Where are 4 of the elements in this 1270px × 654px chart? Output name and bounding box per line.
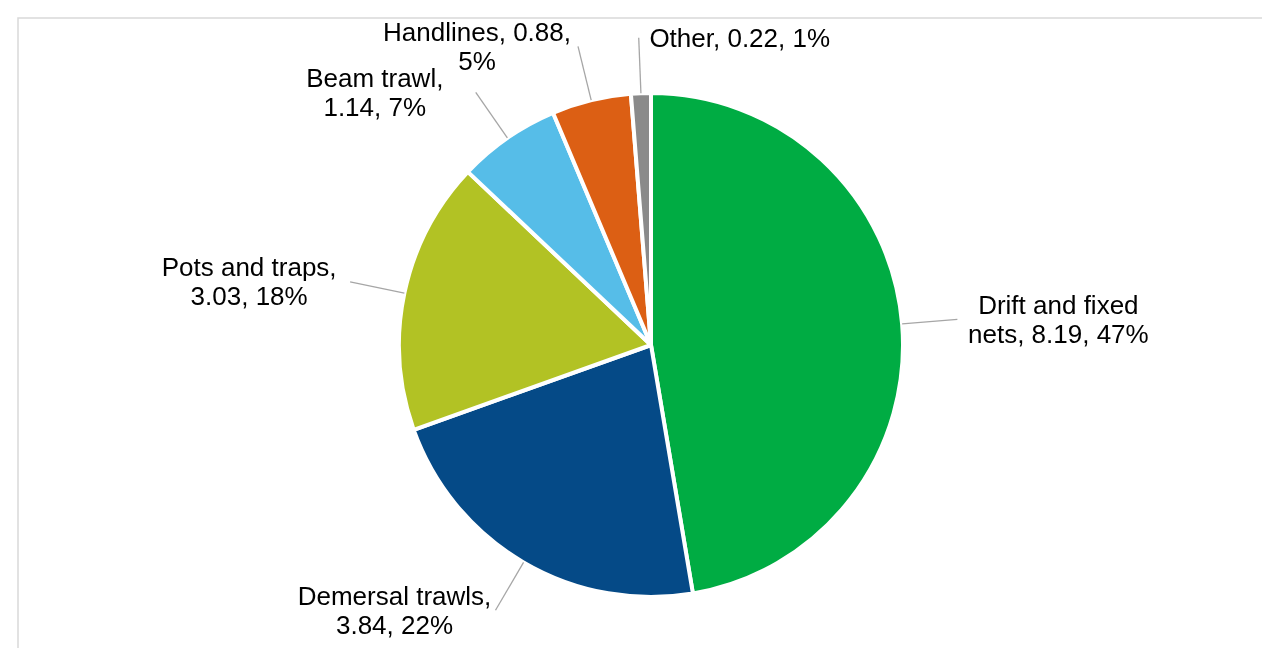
slice-label: Other, 0.22, 1% [649, 22, 831, 53]
slice-label: Pots and traps, 3.03, 18% [161, 252, 337, 312]
slice-label: Drift and fixed nets, 8.19, 47% [968, 289, 1149, 349]
slice-label: Demersal trawls, 3.84, 22% [297, 580, 492, 640]
